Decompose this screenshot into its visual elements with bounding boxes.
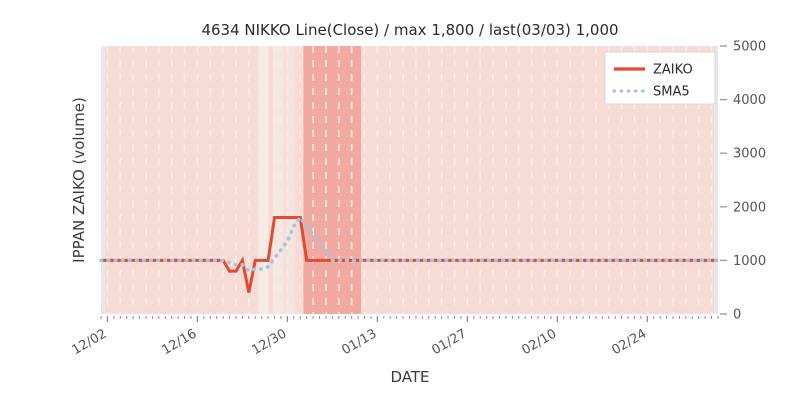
y-tick-label: 1000 — [733, 254, 766, 269]
series-line-sma5 — [99, 214, 720, 274]
y-axis: 0 1000 2000 3000 4000 5000 — [720, 40, 766, 323]
chart-title: 4634 NIKKO Line(Close) / max 1,800 / las… — [201, 21, 618, 39]
legend-entry-zaiko[interactable]: ZAIKO — [614, 63, 693, 78]
heatmap-band — [295, 46, 304, 314]
heatmap-band — [287, 46, 296, 314]
y-axis-title: IPPAN ZAIKO (volume) — [70, 97, 88, 263]
legend-entry-sma5[interactable]: SMA5 — [612, 85, 690, 100]
chart-legend[interactable]: ZAIKO SMA5 — [604, 51, 716, 105]
heatmap-band — [273, 46, 283, 314]
heatmap-band — [258, 46, 269, 314]
y-tick-label: 3000 — [733, 147, 766, 162]
y-tick-label: 5000 — [733, 40, 766, 55]
y-tick-label: 0 — [733, 308, 741, 323]
legend-label-sma5: SMA5 — [653, 85, 690, 100]
legend-box — [604, 51, 716, 105]
y-tick-label: 4000 — [733, 93, 766, 108]
heatmap-band — [268, 46, 274, 314]
data-series-layer — [99, 214, 720, 293]
heatmap-band — [714, 46, 718, 314]
legend-label-zaiko: ZAIKO — [653, 63, 693, 78]
x-axis-title: DATE — [390, 368, 429, 386]
y-tick-label: 2000 — [733, 200, 766, 215]
heatmap-band — [101, 46, 105, 314]
heatmap-band — [303, 46, 362, 314]
heatmap-band — [104, 46, 259, 314]
heatmap-band — [282, 46, 288, 314]
